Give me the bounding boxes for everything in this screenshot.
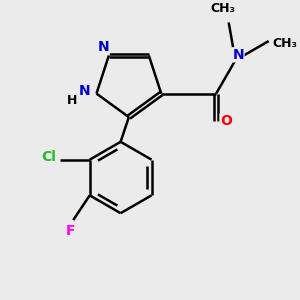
Text: N: N — [232, 48, 244, 62]
Text: Cl: Cl — [41, 150, 56, 164]
Text: N: N — [79, 84, 90, 98]
Text: CH₃: CH₃ — [273, 37, 298, 50]
Text: O: O — [220, 114, 232, 128]
Text: F: F — [66, 224, 75, 238]
Text: H: H — [67, 94, 77, 107]
Text: CH₃: CH₃ — [211, 2, 236, 15]
Text: N: N — [98, 40, 109, 54]
